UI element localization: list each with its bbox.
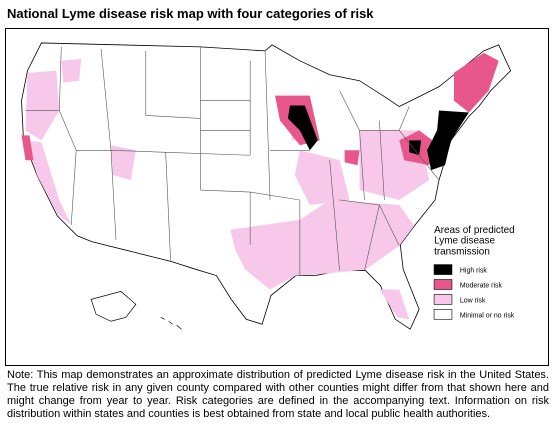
us-outline — [21, 42, 512, 330]
us-map — [21, 42, 512, 330]
legend-swatch — [433, 309, 453, 320]
map-title: National Lyme disease risk map with four… — [7, 6, 374, 21]
note: Note: This map demonstrates an approxima… — [7, 369, 549, 420]
legend-swatch — [433, 294, 453, 305]
low-risk-areas — [25, 58, 430, 320]
alaska-hawaii — [90, 291, 182, 330]
legend-label: Moderate risk — [460, 282, 503, 289]
legend-label: High risk — [460, 268, 488, 275]
legend-swatch — [433, 264, 453, 275]
legend-title: transmission — [434, 247, 490, 258]
legend-label: Minimal or no risk — [460, 312, 515, 319]
legend-title: Areas of predicted — [434, 225, 515, 236]
high-risk-areas — [287, 105, 469, 171]
state-lines — [25, 46, 440, 276]
legend-title: Lyme disease — [434, 236, 495, 247]
legend-swatch — [433, 279, 453, 290]
legend-label: Low risk — [460, 297, 486, 304]
